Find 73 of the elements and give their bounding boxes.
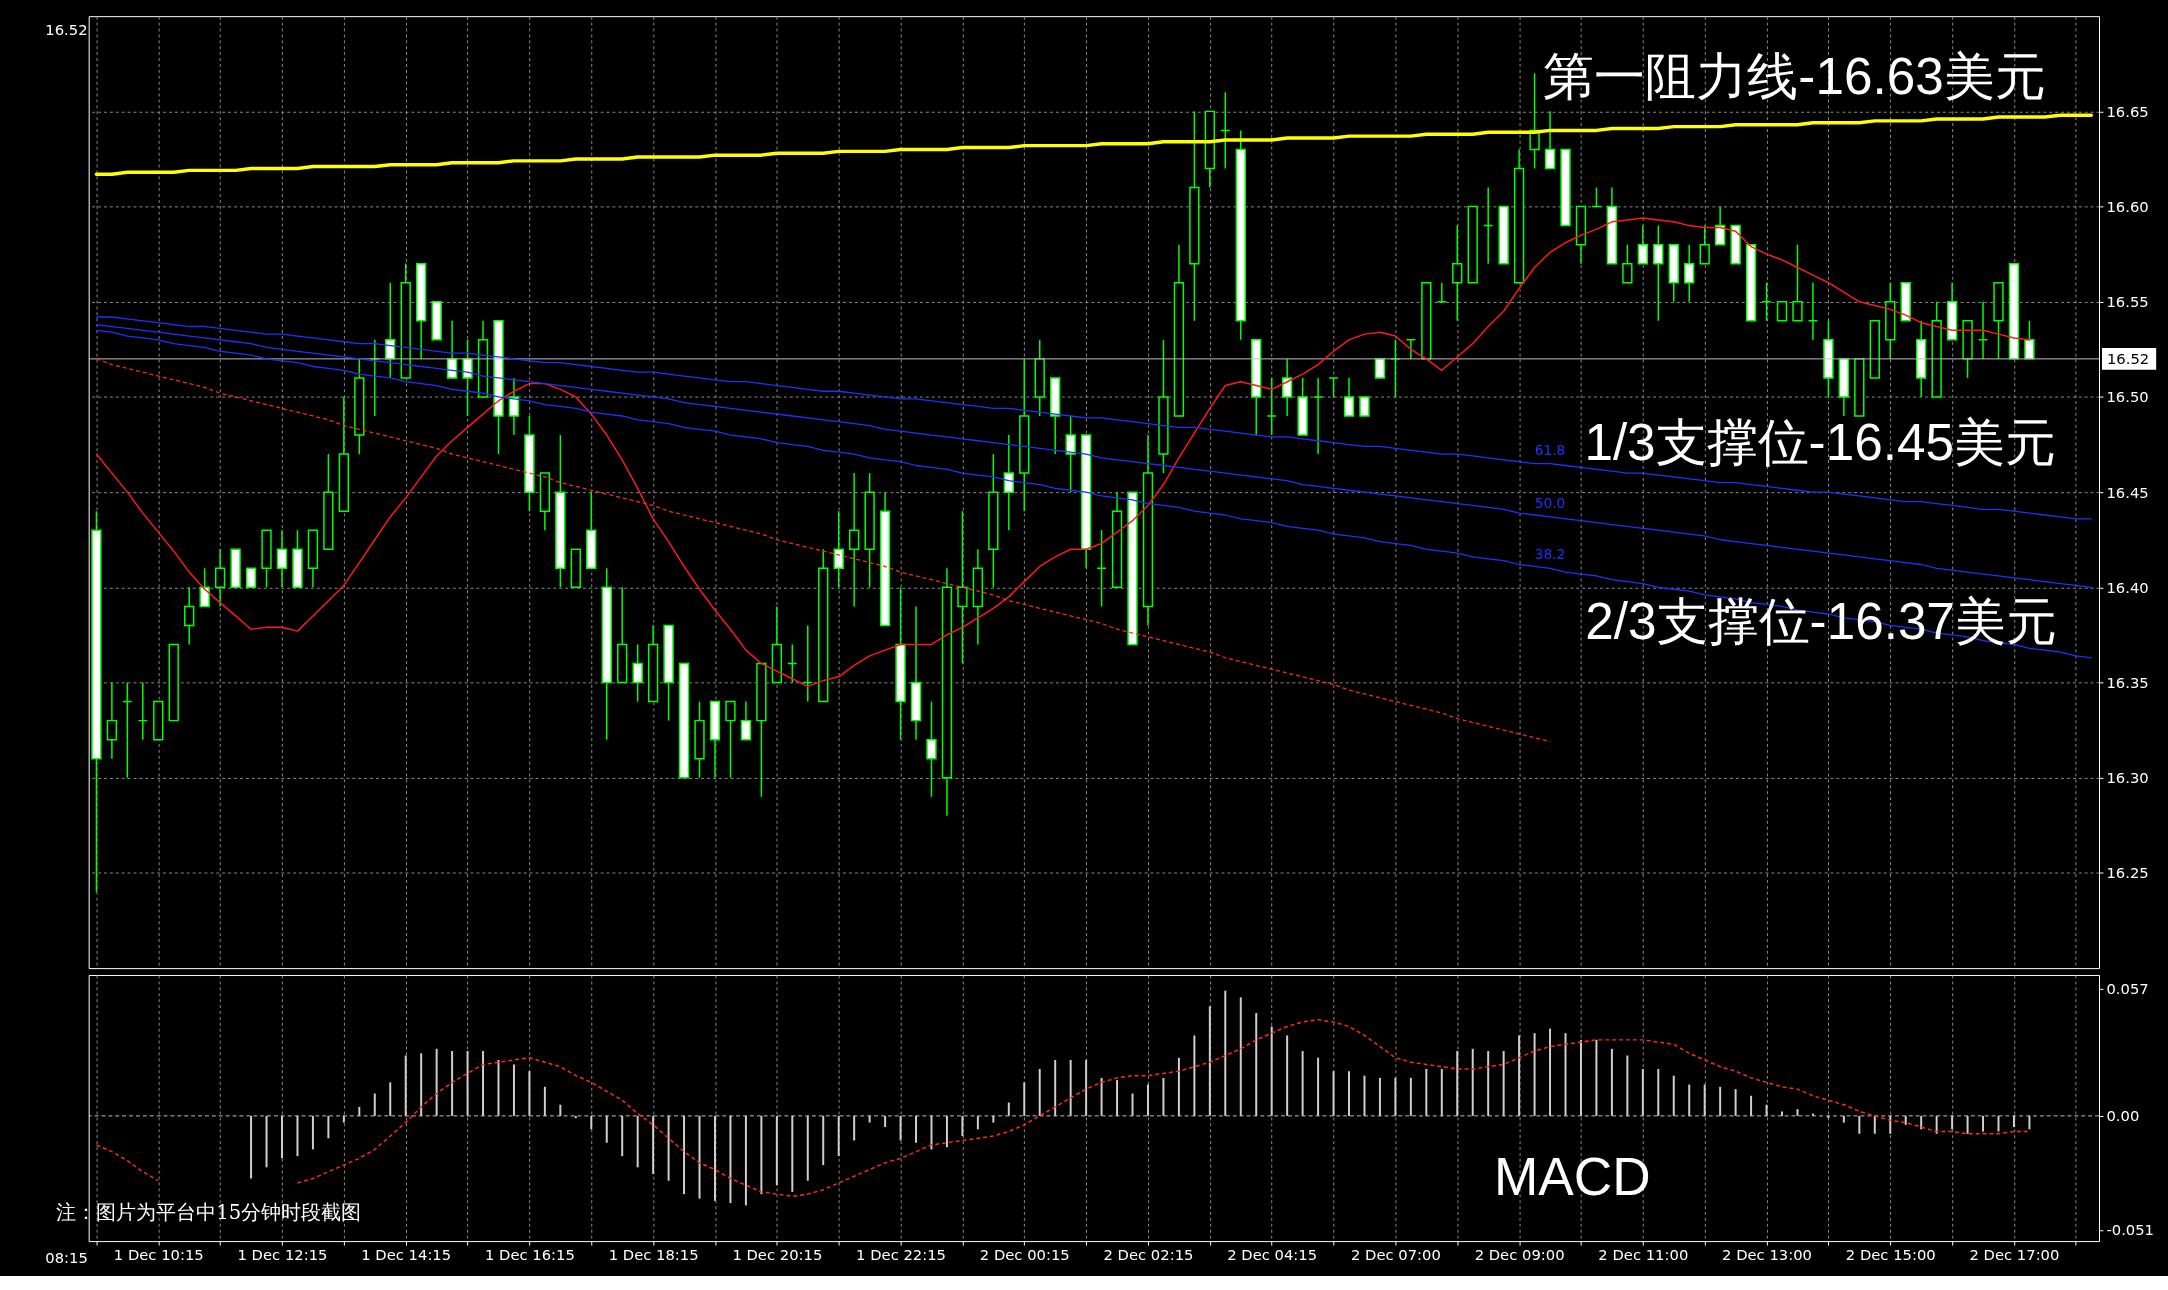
x-tick-label: 1 Dec 20:15 [732,1246,823,1264]
x-tick-label: 2 Dec 11:00 [1598,1246,1689,1264]
candlestick [957,510,968,665]
y-tick-label: -0.051 [2106,1221,2155,1239]
line-series [95,329,2092,659]
x-tick-label: 2 Dec 02:15 [1103,1246,1194,1264]
y-tick-label: 16.60 [2106,197,2149,215]
candlestick [1281,358,1293,417]
annotation: MACD [1493,1146,1651,1206]
candlestick [1003,434,1014,531]
candlestick [1359,396,1370,417]
candlestick [848,472,860,608]
candlestick [1714,205,1726,246]
candlestick [1544,110,1556,170]
annotation: 注：图片为平台中15分钟时段截图 [56,1201,362,1225]
candlestick [1343,377,1355,417]
x-tick-label: 1 Dec 12:15 [237,1246,328,1264]
candlestick [214,548,226,608]
y-tick-label: 16.40 [2106,578,2149,596]
annotation: 1/3支撑位-16.45美元 [1584,413,2056,471]
y-tick-label: 16.25 [2106,864,2149,882]
text: 08:15 [45,1248,88,1266]
candlestick [1699,224,1710,265]
x-tick-label: 1 Dec 10:15 [113,1246,204,1264]
y-tick-label: 0.00 [2106,1107,2140,1125]
y-tick-label: 16.45 [2106,483,2149,501]
x-tick-label: 2 Dec 13:00 [1722,1246,1812,1264]
candlestick [199,567,210,608]
candlestick [106,681,118,760]
y-tick-label: 16.35 [2106,673,2149,691]
candlestick [725,700,736,779]
y-tick-label: 16.65 [2106,102,2149,120]
text: 16.52 [45,20,88,38]
x-tick-label: 2 Dec 00:15 [979,1246,1070,1264]
x-tick-label: 1 Dec 16:15 [484,1246,575,1264]
candlestick [2024,320,2035,360]
annotation: 第一阻力线-16.63美元 [1543,48,2046,106]
ref-line-label: 16.52 [2106,349,2150,367]
candlestick [1684,243,1695,303]
x-tick-label: 1 Dec 22:15 [856,1246,946,1264]
candlestick [632,643,643,703]
candlestick [1637,224,1648,265]
candlestick [1776,301,1788,322]
y-tick-label: 0.057 [2106,979,2149,997]
x-tick-label: 2 Dec 04:15 [1227,1246,1318,1264]
line-series [95,323,2092,588]
candlestick [1622,243,1633,284]
candlestick [1792,243,1803,322]
candlestick [462,339,473,417]
line-series [94,113,2094,176]
x-tick-label: 2 Dec 17:00 [1969,1246,2060,1264]
candlestick [926,700,937,798]
x-tick-label: 1 Dec 14:15 [361,1246,452,1264]
candlestick [184,586,195,646]
series-label: 50.0 [1534,495,1566,512]
candlestick [508,377,520,436]
candlestick [740,700,752,741]
candlestick [276,529,288,589]
x-tick-label: 2 Dec 07:00 [1350,1246,1441,1264]
series-label: 61.8 [1534,441,1566,458]
y-tick-label: 16.50 [2106,388,2149,406]
x-tick-label: 1 Dec 18:15 [608,1246,699,1264]
candlestick [1452,224,1463,322]
series-label: 38.2 [1534,546,1566,563]
x-tick-label: 2 Dec 15:00 [1845,1246,1936,1264]
x-tick-label: 2 Dec 09:00 [1474,1246,1565,1264]
candlestick [1653,224,1664,322]
candlestick [833,510,844,589]
candlestick [245,567,257,589]
candlestick [1065,415,1076,493]
y-tick-label: 16.30 [2106,769,2149,787]
y-tick-label: 16.55 [2106,293,2149,311]
line-series [95,316,2092,520]
